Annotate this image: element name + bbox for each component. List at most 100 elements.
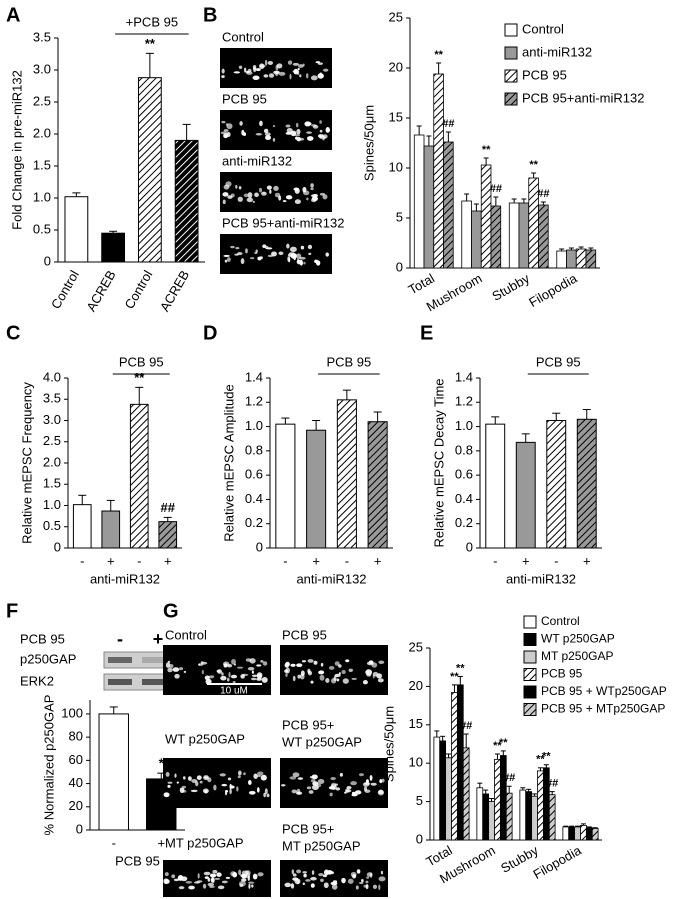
spine — [267, 60, 274, 66]
spine — [243, 772, 246, 776]
spine — [310, 183, 314, 188]
spine — [339, 772, 343, 777]
image-label: WT p250GAP — [165, 731, 245, 746]
bar — [485, 423, 506, 549]
y-tick-label: 20 — [409, 678, 423, 693]
spine — [185, 880, 193, 884]
micrograph — [220, 172, 332, 212]
panel-letter: B — [203, 4, 217, 26]
spine — [293, 187, 300, 191]
spine — [306, 131, 312, 134]
spine — [260, 774, 267, 781]
bar — [488, 801, 495, 841]
panel-letter: F — [6, 600, 18, 622]
spine — [164, 872, 169, 877]
spine — [335, 787, 341, 791]
legend-label: PCB 95 — [522, 67, 567, 82]
spine — [195, 781, 199, 787]
spine — [366, 872, 373, 877]
spine — [207, 882, 215, 887]
bar — [433, 736, 441, 841]
spine — [303, 873, 307, 878]
spine — [213, 784, 217, 791]
spine — [359, 881, 364, 885]
spine — [356, 869, 361, 874]
significance: ** — [482, 144, 491, 156]
spine — [202, 883, 207, 889]
spine — [291, 789, 297, 794]
spine — [328, 665, 335, 670]
spine — [275, 64, 279, 71]
spine — [222, 192, 229, 197]
spine — [366, 876, 370, 879]
legend-label: Control — [541, 614, 580, 628]
image-label: PCB 95+ — [282, 717, 334, 732]
spine — [250, 257, 255, 260]
spine — [257, 774, 261, 778]
bracket-label: PCB 95 — [119, 354, 164, 369]
y-tick-label: 15 — [389, 109, 403, 124]
spine — [237, 196, 243, 202]
spine — [285, 195, 293, 200]
bar — [275, 423, 296, 549]
spine — [310, 75, 318, 81]
spine — [308, 252, 312, 255]
legend-swatch — [504, 92, 518, 106]
spine — [259, 256, 263, 260]
spine — [187, 776, 192, 781]
spine — [226, 257, 231, 262]
y-tick-label: 0 — [466, 539, 473, 554]
spine — [317, 73, 324, 79]
spine — [301, 660, 306, 663]
blot-band — [108, 679, 132, 685]
spine — [165, 772, 170, 777]
significance: ## — [161, 500, 176, 515]
spine — [274, 71, 279, 77]
spine — [297, 777, 304, 780]
spine — [294, 134, 300, 137]
spine — [296, 788, 301, 795]
y-tick-label: 0.2 — [245, 515, 263, 530]
y-tick-label: 1.2 — [245, 394, 263, 409]
x-tick-label: + — [107, 553, 115, 568]
spine — [292, 675, 296, 682]
x-tick-label: Control — [121, 268, 155, 312]
spine — [225, 876, 231, 879]
spine — [274, 192, 281, 198]
spine — [306, 197, 309, 201]
y-axis-label: Fold Change in pre-miR132 — [9, 70, 24, 230]
x-tick-label: Total — [406, 271, 437, 298]
spine — [261, 191, 267, 196]
micrograph — [163, 758, 271, 808]
bar — [101, 510, 121, 549]
spine — [247, 192, 253, 198]
x-tick-label: Stubby — [489, 270, 532, 303]
spine — [229, 788, 232, 795]
y-tick-label: 80 — [69, 729, 83, 744]
spine — [167, 781, 173, 784]
spine — [284, 882, 292, 888]
spine — [300, 670, 305, 677]
spine — [223, 184, 230, 190]
spine — [165, 662, 171, 669]
spine — [361, 879, 364, 883]
spine — [362, 680, 368, 685]
legend-label: PCB 95 + WTp250GAP — [541, 684, 667, 698]
significance: ## — [460, 720, 472, 732]
bar — [98, 713, 129, 831]
spine — [300, 245, 305, 250]
y-axis-label: Relative mEPSC Decay Time — [431, 378, 446, 547]
spine — [312, 781, 319, 786]
bar — [566, 249, 577, 269]
spine — [235, 184, 238, 189]
bar — [471, 210, 482, 269]
spine — [221, 783, 228, 787]
spine — [372, 674, 375, 679]
spine — [259, 63, 265, 70]
x-tick-label: Filopodia — [526, 270, 580, 310]
spine — [379, 779, 383, 784]
y-axis-label: Spines/50μm — [361, 105, 376, 181]
bar — [568, 826, 576, 841]
spine — [255, 68, 261, 72]
significance: ** — [450, 671, 459, 683]
